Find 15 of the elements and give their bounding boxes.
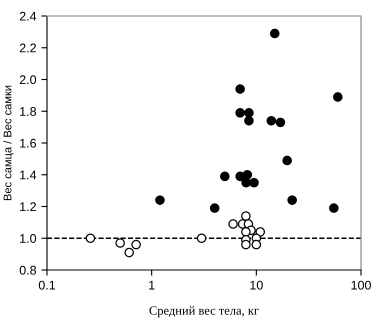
x-tick-label: 0.1 xyxy=(38,280,56,290)
y-tick-label: 2.4 xyxy=(20,12,36,21)
y-tick-label: 1.6 xyxy=(20,138,36,148)
y-tick-label: 1.8 xyxy=(20,107,36,116)
y-tick-label: 1.4 xyxy=(20,170,36,180)
y-tick-label: 1.2 xyxy=(20,202,36,212)
x-tick-label: 1 xyxy=(149,280,155,290)
y-tick-label: 1.0 xyxy=(20,234,36,243)
y-tick-label: 0.8 xyxy=(20,266,36,275)
x-tick-label: 10 xyxy=(250,280,263,290)
x-axis-title: Средний вес тела, кг xyxy=(149,306,259,318)
x-tick-label: 100 xyxy=(352,280,371,290)
y-tick-label: 2.2 xyxy=(20,44,36,52)
y-tick-label: 2.0 xyxy=(20,75,36,84)
y-axis-title: Вес самца / Вес самки xyxy=(3,86,14,200)
